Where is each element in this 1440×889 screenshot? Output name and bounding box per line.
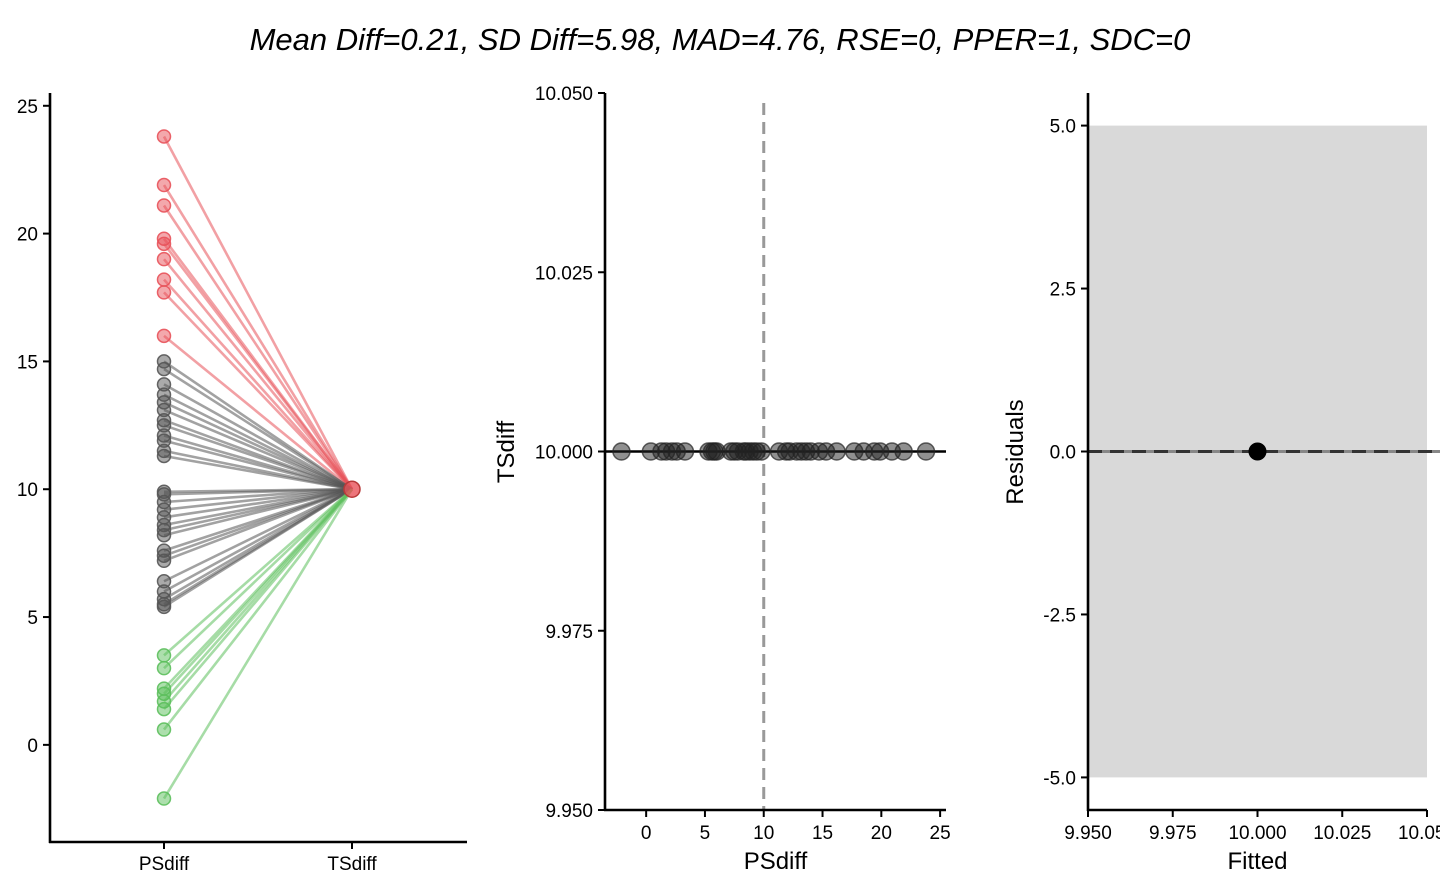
paired-line	[163, 367, 353, 491]
data-point	[894, 442, 913, 461]
x-tick-label: 20	[871, 823, 892, 844]
y-tick-label: 25	[17, 97, 38, 118]
x-tick-label: 9.975	[1149, 823, 1197, 844]
figure-title: Mean Diff=0.21, SD Diff=5.98, MAD=4.76, …	[250, 22, 1191, 57]
start-point	[156, 527, 172, 543]
paired-line	[163, 488, 353, 563]
scatter-panel: 9.950 9.975 10.000 10.025 10.050 0 5 10 15 20 25 PS…	[493, 84, 951, 875]
y-tick-label: 5.0	[1050, 117, 1076, 138]
paired-line	[163, 488, 353, 670]
paired-line	[162, 488, 354, 800]
y-tick-label: 10.025	[535, 263, 593, 284]
start-point	[156, 272, 172, 287]
start-point	[156, 328, 172, 344]
paired-line	[163, 383, 353, 491]
residuals-panel: -5.0 -2.5 0.0 2.5 5.0 9.950 9.975 10.000 10.025 1…	[1002, 93, 1440, 875]
start-point	[156, 251, 172, 267]
y-tick-label: 9.975	[545, 622, 593, 643]
y-axis-title: TSdiff	[493, 421, 520, 484]
y-tick-label: 0	[27, 736, 38, 757]
start-point	[156, 361, 172, 377]
x-axis-title: Fitted	[1227, 848, 1287, 875]
paired-line	[163, 424, 353, 491]
start-point	[156, 599, 172, 615]
paired-line	[163, 291, 353, 491]
residual-point	[1248, 442, 1267, 461]
paired-line	[162, 488, 354, 731]
y-tick-label: 5	[27, 608, 38, 629]
x-tick-label: 25	[930, 823, 951, 844]
data-point	[827, 442, 846, 461]
start-point	[156, 236, 172, 252]
x-axis-title: PSdiff	[744, 848, 808, 875]
x-category-label: TSdiff	[327, 854, 377, 875]
start-point	[156, 177, 172, 193]
start-point	[156, 791, 172, 806]
data-point	[916, 442, 936, 461]
y-tick-label: 2.5	[1050, 280, 1076, 301]
y-tick-label: 10.050	[535, 84, 593, 105]
y-axis-title: Residuals	[1002, 399, 1029, 504]
paired-slope-panel: 0 5 10 15 20 25 PSdiff TSdiff	[17, 93, 467, 875]
y-tick-label: 10.000	[535, 443, 593, 464]
start-point	[156, 722, 172, 737]
y-tick-label: -5.0	[1043, 768, 1076, 789]
paired-line	[163, 488, 353, 710]
paired-line	[163, 408, 353, 491]
y-tick-label: 15	[17, 352, 38, 373]
x-tick-label: 15	[812, 823, 833, 844]
paired-line	[163, 454, 353, 491]
y-tick-label: 10	[17, 480, 38, 501]
x-tick-label: 5	[700, 823, 711, 844]
paired-line	[162, 258, 354, 491]
paired-line	[162, 243, 354, 491]
y-tick-label: 0.0	[1050, 443, 1076, 464]
y-tick-label: 9.950	[545, 801, 593, 822]
end-point	[343, 480, 361, 498]
x-tick-label: 0	[641, 823, 652, 844]
paired-line	[163, 439, 353, 491]
start-point	[156, 701, 172, 717]
paired-line	[163, 334, 353, 491]
start-point	[156, 553, 172, 569]
x-tick-label: 9.950	[1064, 823, 1112, 844]
data-point	[752, 442, 771, 461]
start-point	[156, 448, 172, 464]
paired-line	[163, 488, 353, 583]
data-point	[675, 442, 695, 461]
data-point	[612, 442, 631, 461]
x-tick-label: 10.050	[1398, 823, 1440, 844]
paired-line	[163, 488, 353, 657]
paired-line	[162, 204, 354, 490]
y-tick-label: 20	[17, 225, 38, 246]
start-point	[156, 660, 172, 676]
y-tick-label: -2.5	[1043, 605, 1076, 626]
paired-line	[162, 184, 354, 490]
start-point	[156, 285, 172, 300]
x-category-label: PSdiff	[139, 854, 190, 875]
x-tick-label: 10	[753, 823, 774, 844]
paired-line	[162, 135, 354, 490]
paired-line	[163, 278, 353, 491]
paired-line	[163, 487, 353, 537]
x-tick-label: 10.000	[1228, 823, 1286, 844]
x-tick-label: 10.025	[1313, 823, 1371, 844]
start-point	[156, 198, 172, 213]
start-point	[156, 129, 172, 144]
start-point	[156, 648, 172, 663]
paired-line	[163, 488, 353, 608]
